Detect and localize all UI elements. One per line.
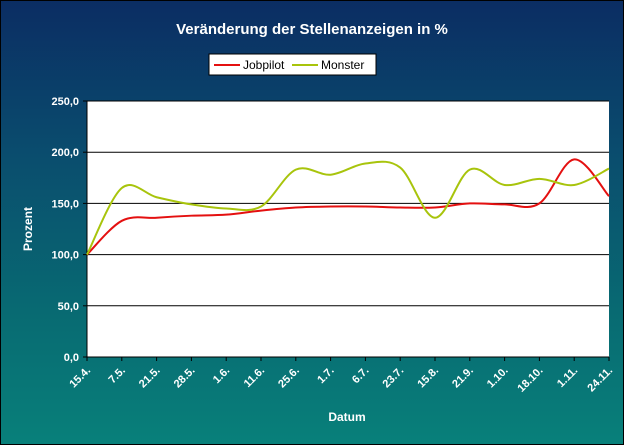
plot-area bbox=[87, 101, 609, 357]
x-axis-ticks: 15.4. 7.5. 21.5. 28.5. 1.6. 11.6. 25.6. 1.7. 6.7… bbox=[67, 357, 615, 395]
legend: Jobpilot Monster bbox=[208, 53, 377, 76]
x-tick-label: 11.6. bbox=[242, 365, 267, 390]
y-tick-label: 100,0 bbox=[51, 250, 79, 262]
chart-title: Veränderung der Stellenanzeigen in % bbox=[176, 21, 448, 38]
y-tick-label: 0,0 bbox=[64, 352, 79, 364]
x-tick-label: 28.5. bbox=[172, 365, 198, 391]
series-layer bbox=[86, 158, 610, 256]
x-tick-label: 25.6. bbox=[276, 365, 302, 391]
x-tick-label: 24.11. bbox=[585, 365, 615, 395]
y-tick-label: 150,0 bbox=[51, 198, 79, 210]
series-line-jobpilot bbox=[86, 158, 610, 256]
x-tick-label: 7.5. bbox=[106, 365, 127, 386]
x-tick-label: 18.10. bbox=[515, 365, 545, 395]
x-tick-label: 21.5. bbox=[137, 365, 163, 391]
x-tick-label: 1.10. bbox=[485, 365, 511, 391]
y-tick-label: 50,0 bbox=[58, 301, 79, 313]
x-tick-label: 15.4. bbox=[67, 365, 93, 391]
y-axis-title: Prozent bbox=[21, 207, 35, 251]
x-tick-label: 1.11. bbox=[555, 365, 580, 390]
x-tick-label: 23.7. bbox=[381, 365, 407, 391]
legend-label-monster: Monster bbox=[321, 58, 364, 72]
x-tick-label: 15.8. bbox=[415, 365, 441, 391]
y-axis-ticks: 0,0 50,0 100,0 150,0 200,0 250,0 bbox=[51, 96, 87, 364]
x-tick-label: 21.9. bbox=[450, 365, 476, 391]
x-tick-label: 6.7. bbox=[350, 365, 371, 386]
legend-label-jobpilot: Jobpilot bbox=[243, 58, 285, 72]
y-tick-label: 200,0 bbox=[51, 147, 79, 159]
y-gridlines bbox=[87, 100, 609, 307]
y-tick-label: 250,0 bbox=[51, 96, 79, 108]
series-line-monster bbox=[86, 160, 610, 256]
x-tick-label: 1.6. bbox=[211, 365, 232, 386]
x-axis-title: Datum bbox=[328, 410, 365, 424]
x-tick-label: 1.7. bbox=[315, 365, 336, 386]
